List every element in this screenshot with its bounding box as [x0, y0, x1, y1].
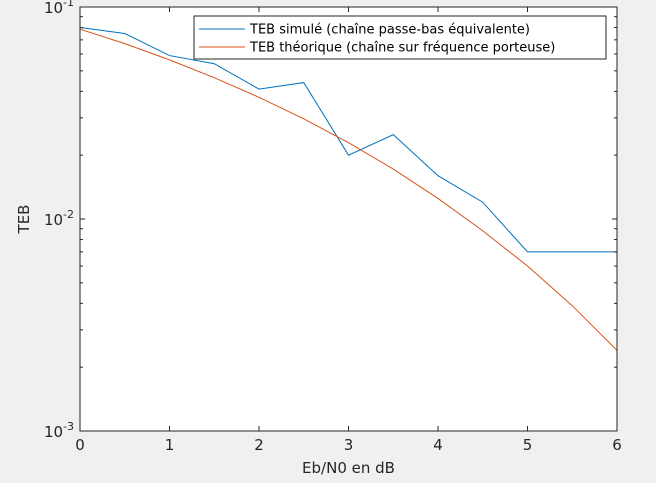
x-tick-label: 0: [75, 436, 85, 454]
plot-area: [80, 7, 617, 431]
series-layer: [79, 27, 618, 351]
ticks-layer: 0 1 2 3 4 5 6 10-1 10-2 10-3: [44, 0, 622, 454]
legend-box: [193, 15, 607, 60]
x-tick-label: 1: [165, 436, 175, 454]
legend-entry-theorique: TEB théorique (chaîne sur fréquence port…: [249, 41, 555, 56]
series-line-1: [79, 28, 618, 351]
y-tick-label: 10-1: [44, 0, 74, 17]
legend: TEB simulé (chaîne passe-bas équivalente…: [193, 15, 607, 60]
legend-entry-simule: TEB simulé (chaîne passe-bas équivalente…: [249, 23, 530, 38]
x-tick-label: 3: [344, 436, 354, 454]
series-line-0: [79, 27, 617, 253]
x-axis-label: Eb/N0 en dB: [302, 459, 395, 477]
y-tick-label: 10-2: [44, 208, 74, 229]
x-tick-label: 5: [523, 436, 533, 454]
x-tick-label: 4: [433, 436, 443, 454]
x-tick-label: 6: [612, 436, 622, 454]
y-axis-label: TEB: [15, 205, 33, 235]
y-tick-label: 10-3: [44, 420, 74, 441]
x-tick-label: 2: [254, 436, 264, 454]
